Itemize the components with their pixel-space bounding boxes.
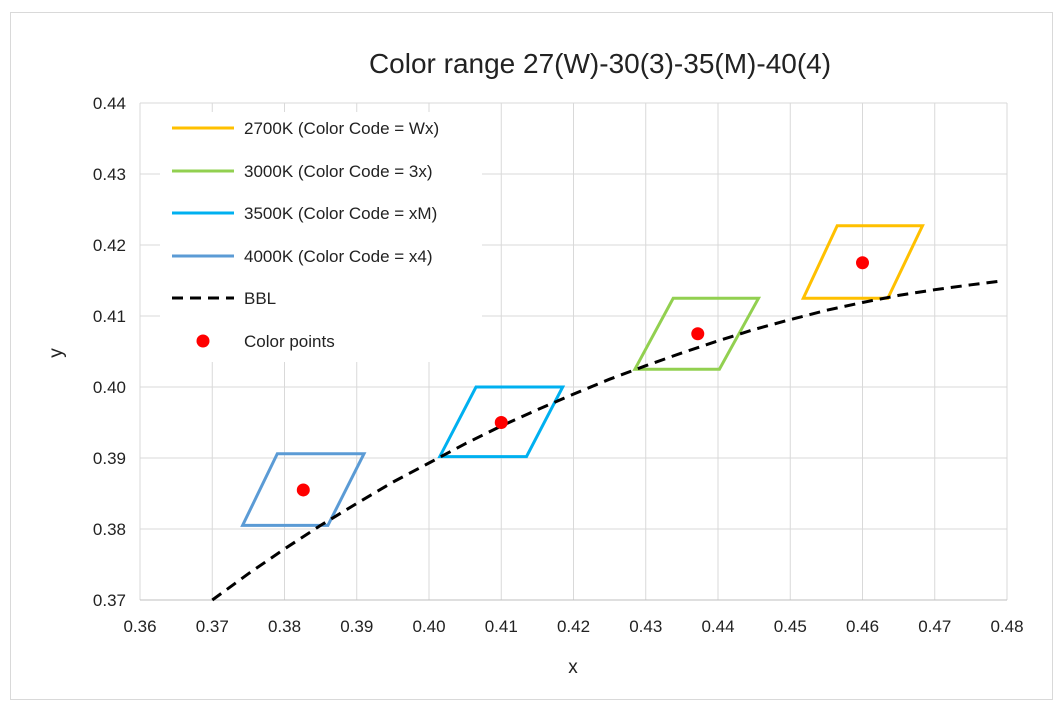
y-tick-label: 0.43	[93, 165, 126, 184]
legend: 2700K (Color Code = Wx) 3000K (Color Code…	[160, 112, 482, 362]
y-tick-label: 0.44	[93, 94, 126, 113]
legend-label: 3000K (Color Code = 3x)	[244, 162, 433, 181]
x-tick-label: 0.46	[846, 617, 879, 636]
x-tick-label: 0.36	[123, 617, 156, 636]
x-tick-label: 0.42	[557, 617, 590, 636]
x-tick-label: 0.43	[629, 617, 662, 636]
chart-title: Color range 27(W)-30(3)-35(M)-40(4)	[369, 48, 831, 79]
y-axis-title: y	[46, 348, 67, 358]
x-tick-label: 0.48	[990, 617, 1023, 636]
legend-background	[160, 112, 482, 362]
x-tick-label: 0.44	[701, 617, 734, 636]
x-tick-label: 0.37	[196, 617, 229, 636]
grid	[139, 102, 1008, 601]
x-tick-label: 0.47	[918, 617, 951, 636]
range-polygon-4000k-color-code-x4	[240, 452, 367, 527]
legend-label: 4000K (Color Code = x4)	[244, 247, 433, 266]
x-tick-label: 0.40	[412, 617, 445, 636]
legend-label: Color points	[244, 332, 335, 351]
x-tick-label: 0.41	[485, 617, 518, 636]
range-polygon-2700k-color-code-wx	[800, 224, 925, 300]
legend-swatch	[196, 334, 210, 348]
legend-label: 2700K (Color Code = Wx)	[244, 119, 439, 138]
x-tick-label: 0.39	[340, 617, 373, 636]
color-point	[296, 483, 310, 497]
y-tick-label: 0.37	[93, 591, 126, 610]
x-axis-title: x	[568, 657, 578, 678]
x-tick-label: 0.45	[774, 617, 807, 636]
range-polygon-3500k-color-code-xm	[437, 385, 566, 459]
chart-frame	[10, 12, 1053, 700]
color-point	[691, 327, 705, 341]
color-point	[494, 416, 508, 429]
x-tick-label: 0.38	[268, 617, 301, 636]
y-tick-label: 0.38	[93, 520, 126, 539]
legend-label: 3500K (Color Code = xM)	[244, 204, 437, 223]
bbl-line	[211, 279, 1000, 602]
y-tick-label: 0.40	[93, 378, 126, 397]
data-layer	[211, 224, 1000, 602]
range-polygon-3000k-color-code-3x	[632, 296, 762, 371]
y-tick-label: 0.39	[93, 449, 126, 468]
legend-label: BBL	[244, 289, 276, 308]
color-point	[856, 256, 869, 270]
y-tick-label: 0.41	[93, 307, 126, 326]
tick-layer: 0.36 0.37 0.38 0.39 0.40 0.41 0.42 0.43 0.44 0.45…	[93, 94, 1024, 636]
y-tick-label: 0.42	[93, 236, 126, 255]
